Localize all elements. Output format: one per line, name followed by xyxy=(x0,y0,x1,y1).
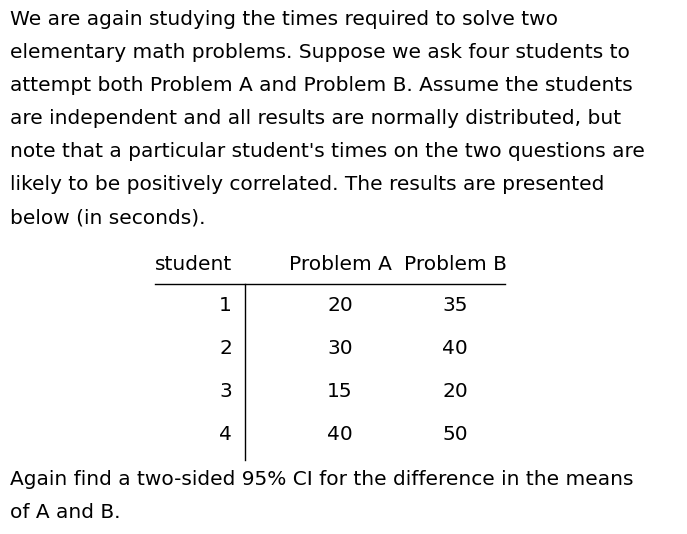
Text: We are again studying the times required to solve two: We are again studying the times required… xyxy=(10,10,558,29)
Text: 1: 1 xyxy=(219,296,232,315)
Text: 3: 3 xyxy=(219,382,232,401)
Text: below (in seconds).: below (in seconds). xyxy=(10,208,205,227)
Text: 35: 35 xyxy=(442,296,468,315)
Text: are independent and all results are normally distributed, but: are independent and all results are norm… xyxy=(10,109,621,128)
Text: 4: 4 xyxy=(219,425,232,444)
Text: 40: 40 xyxy=(442,339,468,358)
Text: 20: 20 xyxy=(442,382,468,401)
Text: attempt both Problem A and Problem B. Assume the students: attempt both Problem A and Problem B. As… xyxy=(10,76,633,95)
Text: 40: 40 xyxy=(327,425,353,444)
Text: Again find a two-sided 95% CI for the difference in the means: Again find a two-sided 95% CI for the di… xyxy=(10,470,633,489)
Text: likely to be positively correlated. The results are presented: likely to be positively correlated. The … xyxy=(10,175,605,194)
Text: student: student xyxy=(155,255,232,274)
Text: Problem A: Problem A xyxy=(289,255,392,274)
Text: 2: 2 xyxy=(219,339,232,358)
Text: note that a particular student's times on the two questions are: note that a particular student's times o… xyxy=(10,142,645,161)
Text: of A and B.: of A and B. xyxy=(10,503,120,522)
Text: 30: 30 xyxy=(327,339,353,358)
Text: elementary math problems. Suppose we ask four students to: elementary math problems. Suppose we ask… xyxy=(10,43,630,62)
Text: 50: 50 xyxy=(442,425,468,444)
Text: Problem B: Problem B xyxy=(403,255,506,274)
Text: 20: 20 xyxy=(327,296,353,315)
Text: 15: 15 xyxy=(327,382,353,401)
